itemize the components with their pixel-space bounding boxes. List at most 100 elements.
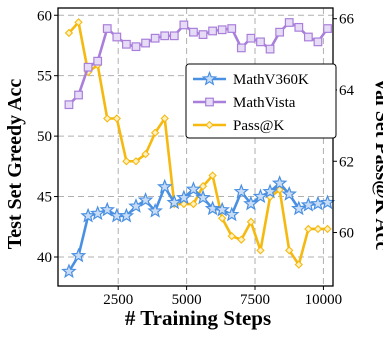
diamond-marker xyxy=(112,114,122,123)
diamond-marker xyxy=(237,235,246,244)
square-marker xyxy=(74,90,83,100)
square-marker xyxy=(208,26,218,36)
star-marker xyxy=(89,205,106,221)
y-right-tick-label: 60 xyxy=(339,226,354,242)
star-marker xyxy=(310,195,326,211)
square-marker xyxy=(189,27,198,37)
square-marker xyxy=(294,22,304,32)
star-marker xyxy=(252,188,269,204)
square-marker xyxy=(313,37,323,47)
square-marker xyxy=(112,32,122,42)
square-marker xyxy=(64,100,74,110)
diamond-marker xyxy=(294,260,303,269)
star-marker xyxy=(147,202,163,218)
square-marker xyxy=(179,20,189,30)
square-marker xyxy=(93,56,103,66)
series-line xyxy=(67,20,328,266)
ticks: 2500 5000 7500 10000 40 45 50 55 60 60 62 64 66 xyxy=(37,8,355,308)
star-marker xyxy=(223,206,240,222)
star-marker xyxy=(166,194,183,210)
diamond-marker xyxy=(208,171,217,180)
square-marker xyxy=(131,42,141,52)
legend-label: MathV360K xyxy=(233,72,309,88)
series-pass-k xyxy=(64,18,332,269)
x-tick-label: 7500 xyxy=(240,292,270,308)
star-marker xyxy=(99,201,116,217)
star-marker xyxy=(243,195,259,211)
y-left-tick-label: 40 xyxy=(37,250,52,266)
square-marker xyxy=(141,38,150,48)
diamond-marker xyxy=(198,182,208,191)
square-marker xyxy=(160,31,170,41)
star-marker xyxy=(156,178,173,194)
diamond-marker xyxy=(256,246,265,255)
legend: MathV360K MathVista Pass@K xyxy=(185,63,337,139)
diamond-marker xyxy=(64,28,74,38)
star-marker xyxy=(70,247,87,263)
square-marker xyxy=(102,24,112,33)
diamond-marker xyxy=(122,157,131,166)
diamond-marker xyxy=(74,18,83,27)
series-mathvista xyxy=(64,18,332,110)
star-marker xyxy=(201,70,218,86)
square-marker xyxy=(323,24,332,33)
diamond-marker xyxy=(160,114,169,123)
x-axis-label: # Training Steps xyxy=(125,306,271,330)
series-line xyxy=(67,181,328,273)
legend-entry: MathVista xyxy=(193,95,296,111)
y-left-tick-label: 45 xyxy=(37,190,52,206)
star-marker xyxy=(195,189,211,205)
square-marker xyxy=(236,43,246,53)
diamond-marker xyxy=(131,157,141,166)
square-marker xyxy=(227,24,237,33)
diamond-marker xyxy=(218,214,227,223)
x-tick-label: 5000 xyxy=(172,292,202,308)
star-marker xyxy=(291,200,307,216)
square-marker xyxy=(265,44,275,54)
star-marker xyxy=(233,183,250,199)
square-marker xyxy=(284,18,294,27)
star-marker xyxy=(271,175,288,190)
star-marker xyxy=(61,263,77,279)
diamond-marker xyxy=(141,149,150,159)
y-left-tick-label: 55 xyxy=(37,69,52,85)
y-left-tick-label: 60 xyxy=(37,8,52,24)
y-left-tick-label: 50 xyxy=(37,129,52,145)
grid xyxy=(58,8,333,286)
diamond-marker xyxy=(285,246,294,255)
square-marker xyxy=(83,62,93,72)
square-marker xyxy=(275,27,285,37)
star-marker xyxy=(176,189,192,205)
legend-label: Pass@K xyxy=(233,118,284,134)
diamond-marker xyxy=(227,231,236,241)
square-marker xyxy=(246,33,256,43)
series-line xyxy=(68,21,329,106)
legend-box xyxy=(185,63,337,139)
legend-entries: MathV360K MathVista Pass@K xyxy=(193,70,309,134)
square-marker xyxy=(256,37,265,47)
series-mathv360k xyxy=(61,175,336,279)
legend-entry: Pass@K xyxy=(193,118,284,134)
diamond-marker xyxy=(150,128,160,137)
square-marker xyxy=(198,30,208,39)
square-marker xyxy=(205,97,214,107)
diamond-marker xyxy=(103,114,112,123)
diamond-marker xyxy=(313,224,323,234)
diamond-marker xyxy=(246,217,256,227)
star-marker xyxy=(128,198,144,213)
diamond-marker xyxy=(189,199,198,209)
star-marker xyxy=(281,185,297,201)
square-marker xyxy=(169,31,179,41)
star-marker xyxy=(262,183,278,199)
y-axis-left-label: Test Set Greedy Acc xyxy=(4,79,26,250)
star-marker xyxy=(214,201,230,217)
series-layer xyxy=(61,18,336,279)
y-right-tick-label: 66 xyxy=(339,12,355,28)
x-tick-label: 10000 xyxy=(305,292,343,308)
plot-frame xyxy=(57,7,334,287)
diamond-marker xyxy=(304,224,313,234)
square-marker xyxy=(122,39,131,49)
square-marker xyxy=(217,25,227,35)
diamond-marker xyxy=(205,120,214,130)
